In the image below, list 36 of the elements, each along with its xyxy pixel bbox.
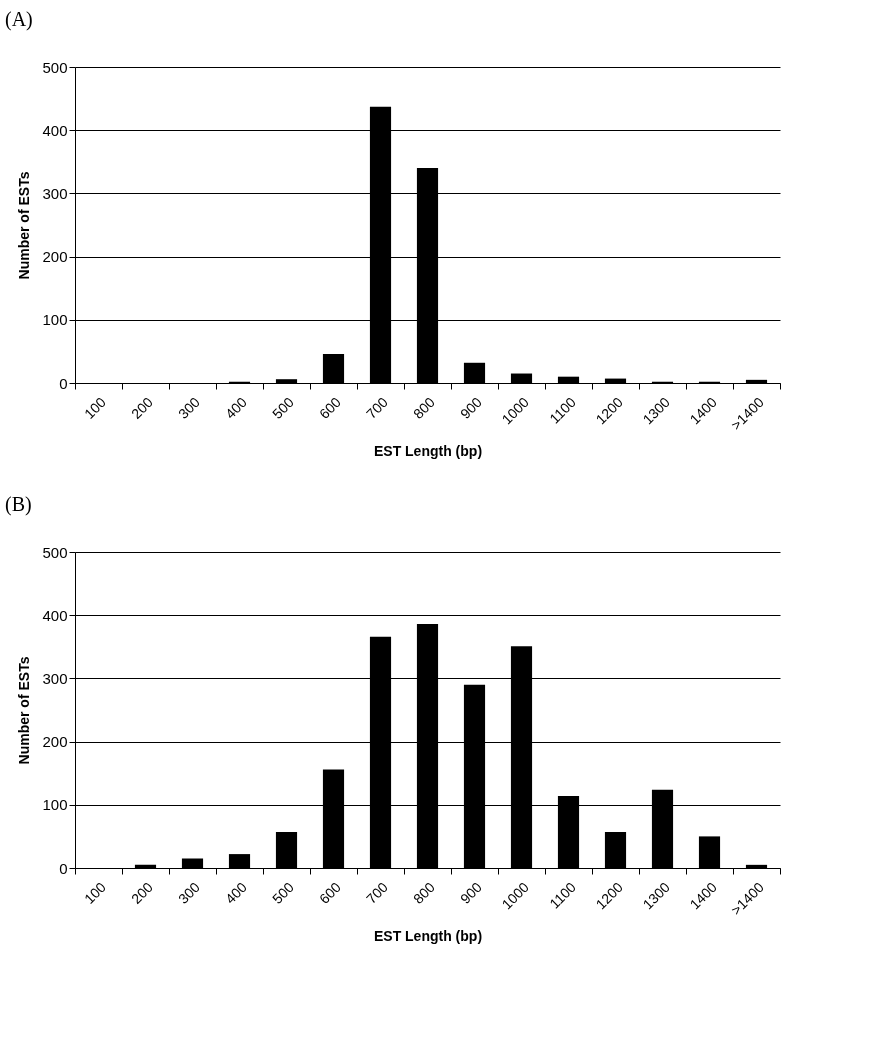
y-axis-title: Number of ESTs — [16, 171, 33, 280]
y-tick-label: 300 — [42, 184, 68, 202]
y-tick-label: 500 — [42, 58, 68, 76]
x-tick-label: 500 — [269, 878, 298, 907]
y-tick-label: 400 — [42, 121, 68, 139]
chart-title: (A) — [5, 8, 33, 31]
x-tick-label: 700 — [363, 878, 392, 907]
y-tick-label: 100 — [42, 311, 68, 329]
x-tick-label: 900 — [457, 393, 486, 422]
x-tick-label: 600 — [316, 878, 345, 907]
x-tick-label: 400 — [222, 393, 251, 422]
y-tick-label: 0 — [59, 374, 68, 392]
x-tick-label: 800 — [410, 393, 439, 422]
x-tick-label: 200 — [128, 878, 157, 907]
y-tick-label: 200 — [42, 248, 68, 266]
x-tick-label: 200 — [128, 393, 157, 422]
y-tick-label: 100 — [42, 796, 68, 814]
x-axis-title: EST Length (bp) — [373, 443, 483, 460]
y-tick-label: 0 — [59, 859, 68, 877]
x-tick-label: 900 — [457, 878, 486, 907]
x-tick-label: 300 — [175, 393, 204, 422]
y-tick-label: 300 — [42, 669, 68, 687]
x-tick-label: 300 — [175, 878, 204, 907]
x-tick-label: 600 — [316, 393, 345, 422]
x-tick-label: 500 — [269, 393, 298, 422]
chart-title: (B) — [5, 493, 32, 516]
x-tick-label: 100 — [81, 393, 110, 422]
x-axis-title: EST Length (bp) — [373, 928, 483, 945]
x-tick-label: 400 — [222, 878, 251, 907]
x-tick-label: 700 — [363, 393, 392, 422]
x-tick-label: 100 — [81, 878, 110, 907]
y-tick-label: 500 — [42, 543, 68, 561]
y-tick-label: 200 — [42, 733, 68, 751]
y-axis-title: Number of ESTs — [16, 656, 33, 765]
y-tick-label: 400 — [42, 606, 68, 624]
x-tick-label: 800 — [410, 878, 439, 907]
